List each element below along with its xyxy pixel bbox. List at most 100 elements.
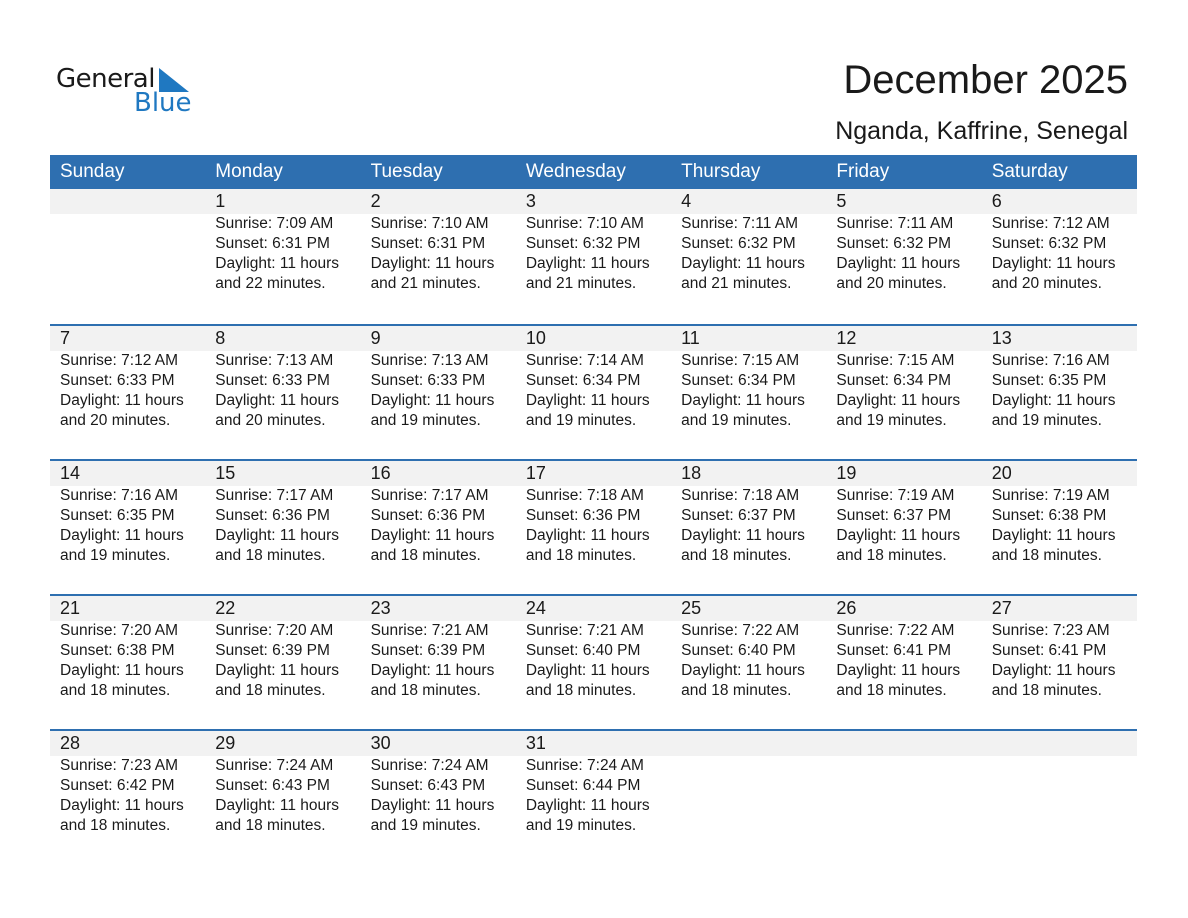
weekday-label-tuesday: Tuesday: [370, 161, 443, 182]
day-number: 19: [836, 463, 857, 483]
daylight-minutes-text: and 21 minutes.: [681, 275, 792, 292]
sunset-text: Sunset: 6:34 PM: [836, 372, 951, 389]
day-cell: 2 Sunrise: 7:10 AM Sunset: 6:31 PM Daylight…: [361, 189, 516, 294]
sunset-text: Sunset: 6:33 PM: [370, 372, 486, 389]
empty-day-cell: [671, 731, 826, 836]
sunrise-text: Sunrise: 7:11 AM: [836, 215, 954, 232]
week-row: 1 Sunrise: 7:09 AM Sunset: 6:31 PM Daylight…: [50, 189, 1137, 324]
daylight-minutes-text: and 22 minutes.: [215, 275, 326, 292]
daylight-minutes-text: and 18 minutes.: [370, 682, 481, 699]
day-cell: 22 Sunrise: 7:20 AM Sunset: 6:39 PM Dayligh…: [205, 596, 360, 701]
sunset-text: Sunset: 6:38 PM: [991, 507, 1107, 524]
sunrise-text: Sunrise: 7:13 AM: [370, 352, 489, 369]
sunset-text: Sunset: 6:32 PM: [681, 235, 796, 252]
daylight-minutes-text: and 19 minutes.: [60, 547, 171, 564]
sunset-text: Sunset: 6:38 PM: [60, 642, 175, 659]
date-strip: [50, 731, 1137, 756]
daylight-minutes-text: and 19 minutes.: [681, 412, 792, 429]
date-strip: [50, 461, 1137, 486]
sunrise-text: Sunrise: 7:18 AM: [525, 487, 644, 504]
week-row: 14 Sunrise: 7:16 AM Sunset: 6:35 PM Dayligh…: [50, 459, 1137, 594]
daylight-text: Daylight: 11 hours: [836, 255, 961, 272]
date-strip: [50, 189, 1137, 214]
day-number: 3: [525, 191, 536, 211]
sunset-text: Sunset: 6:37 PM: [836, 507, 951, 524]
sunset-text: Sunset: 6:31 PM: [370, 235, 486, 252]
weekday-label-saturday: Saturday: [991, 161, 1068, 182]
daylight-text: Daylight: 11 hours: [836, 662, 961, 679]
day-cell: 18 Sunrise: 7:18 AM Sunset: 6:37 PM Dayligh…: [671, 461, 826, 566]
sunrise-text: Sunrise: 7:10 AM: [525, 215, 644, 232]
day-cell: 20 Sunrise: 7:19 AM Sunset: 6:38 PM Dayligh…: [982, 461, 1137, 566]
day-number: 8: [215, 328, 226, 348]
sunrise-text: Sunrise: 7:24 AM: [525, 757, 644, 774]
day-cell: 17 Sunrise: 7:18 AM Sunset: 6:36 PM Dayligh…: [516, 461, 671, 566]
daylight-text: Daylight: 11 hours: [991, 527, 1116, 544]
day-number: 9: [370, 328, 381, 348]
daylight-text: Daylight: 11 hours: [370, 255, 495, 272]
week-cells: 21 Sunrise: 7:20 AM Sunset: 6:38 PM Dayligh…: [50, 596, 1137, 701]
sunrise-text: Sunrise: 7:15 AM: [836, 352, 955, 369]
day-number: 12: [836, 328, 857, 348]
sunrise-text: Sunrise: 7:12 AM: [60, 352, 179, 369]
day-number: 14: [60, 463, 81, 483]
sunset-text: Sunset: 6:36 PM: [370, 507, 486, 524]
daylight-text: Daylight: 11 hours: [215, 255, 340, 272]
daylight-minutes-text: and 21 minutes.: [370, 275, 481, 292]
day-number: 21: [60, 598, 81, 618]
logo-triangle-icon: [159, 68, 189, 92]
day-number: 28: [60, 733, 81, 753]
daylight-text: Daylight: 11 hours: [991, 255, 1116, 272]
day-number: 2: [370, 191, 381, 211]
week-row: 7 Sunrise: 7:12 AM Sunset: 6:33 PM Daylight…: [50, 324, 1137, 459]
day-number: 23: [370, 598, 391, 618]
daylight-text: Daylight: 11 hours: [525, 255, 650, 272]
sunrise-text: Sunrise: 7:23 AM: [991, 622, 1110, 639]
day-number: 10: [525, 328, 546, 348]
day-number: 11: [681, 328, 700, 348]
sunset-text: Sunset: 6:35 PM: [60, 507, 175, 524]
daylight-minutes-text: and 21 minutes.: [525, 275, 637, 292]
weekday-label-monday: Monday: [215, 161, 283, 182]
day-cell: 15 Sunrise: 7:17 AM Sunset: 6:36 PM Dayligh…: [205, 461, 360, 566]
day-number: 13: [991, 328, 1012, 348]
sunrise-text: Sunrise: 7:20 AM: [60, 622, 179, 639]
day-cell: 3 Sunrise: 7:10 AM Sunset: 6:32 PM Daylight…: [516, 189, 671, 294]
daylight-minutes-text: and 20 minutes.: [215, 412, 326, 429]
day-cell: 12 Sunrise: 7:15 AM Sunset: 6:34 PM Dayligh…: [826, 326, 981, 431]
day-cell: 30 Sunrise: 7:24 AM Sunset: 6:43 PM Dayligh…: [361, 731, 516, 836]
day-cell: 31 Sunrise: 7:24 AM Sunset: 6:44 PM Dayligh…: [516, 731, 671, 836]
day-cell: 24 Sunrise: 7:21 AM Sunset: 6:40 PM Dayligh…: [516, 596, 671, 701]
daylight-text: Daylight: 11 hours: [681, 392, 805, 409]
daylight-minutes-text: and 18 minutes.: [836, 682, 947, 699]
weekday-label-wednesday: Wednesday: [525, 161, 626, 182]
day-cell: 29 Sunrise: 7:24 AM Sunset: 6:43 PM Dayligh…: [205, 731, 360, 836]
week-row: 21 Sunrise: 7:20 AM Sunset: 6:38 PM Dayligh…: [50, 594, 1137, 729]
daylight-text: Daylight: 11 hours: [370, 527, 495, 544]
day-number: 31: [525, 733, 546, 753]
daylight-text: Daylight: 11 hours: [525, 527, 650, 544]
calendar-grid: Sunday Monday Tuesday Wednesday Thursday Frid…: [50, 155, 1137, 864]
sunrise-text: Sunrise: 7:13 AM: [215, 352, 334, 369]
empty-day-cell: [50, 189, 205, 294]
daylight-minutes-text: and 19 minutes.: [525, 412, 637, 429]
day-number: 15: [215, 463, 236, 483]
daylight-minutes-text: and 19 minutes.: [525, 817, 637, 834]
sunset-text: Sunset: 6:32 PM: [525, 235, 641, 252]
date-strip: [50, 326, 1137, 351]
daylight-text: Daylight: 11 hours: [60, 527, 184, 544]
sunset-text: Sunset: 6:40 PM: [681, 642, 796, 659]
date-strip: [50, 596, 1137, 621]
daylight-text: Daylight: 11 hours: [681, 527, 805, 544]
sunrise-text: Sunrise: 7:22 AM: [836, 622, 955, 639]
daylight-minutes-text: and 18 minutes.: [991, 547, 1102, 564]
day-cell: 13 Sunrise: 7:16 AM Sunset: 6:35 PM Dayligh…: [982, 326, 1137, 431]
daylight-minutes-text: and 18 minutes.: [215, 682, 326, 699]
day-cell: 11 Sunrise: 7:15 AM Sunset: 6:34 PM Dayligh…: [671, 326, 826, 431]
daylight-text: Daylight: 11 hours: [370, 392, 495, 409]
daylight-text: Daylight: 11 hours: [215, 662, 340, 679]
sunrise-text: Sunrise: 7:09 AM: [215, 215, 334, 232]
sunrise-text: Sunrise: 7:19 AM: [836, 487, 955, 504]
week-cells: 1 Sunrise: 7:09 AM Sunset: 6:31 PM Daylight…: [50, 189, 1137, 294]
